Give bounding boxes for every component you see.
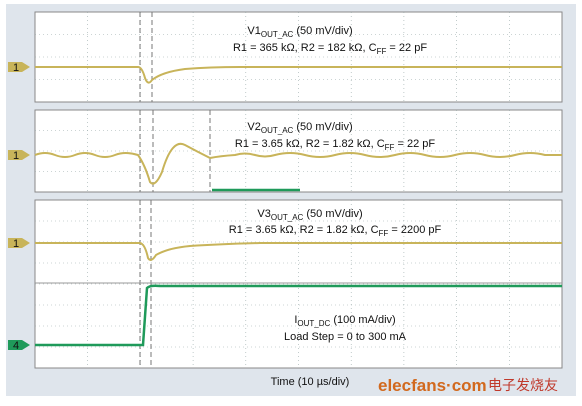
waveform — [35, 242, 562, 261]
params-label: R1 = 3.65 kΩ, R2 = 1.82 kΩ, CFF = 22 pF — [235, 138, 435, 152]
channel-marker — [8, 340, 30, 350]
channel-label: V1OUT_AC (50 mV/div) — [247, 25, 352, 39]
params-sub: FF — [377, 47, 387, 56]
load-label: Load Step = 0 to 300 mA — [284, 331, 407, 343]
watermark-site: elecfans·com — [378, 376, 487, 395]
channel-marker — [8, 150, 30, 160]
params-main: R1 = 365 kΩ, R2 = 182 kΩ, C — [233, 42, 377, 54]
channel-marker — [8, 62, 30, 72]
label-rest: (100 mA/div) — [330, 314, 395, 326]
params-label: R1 = 3.65 kΩ, R2 = 1.82 kΩ, CFF = 2200 p… — [229, 224, 442, 238]
channel-label: V2OUT_AC (50 mV/div) — [247, 121, 352, 135]
time-label: Time (10 µs/div) — [271, 376, 350, 388]
params-sub: FF — [385, 143, 395, 152]
label-main: V3 — [257, 208, 270, 220]
marker-label: 1 — [13, 62, 19, 74]
marker-label: 4 — [13, 340, 19, 352]
params-main: R1 = 3.65 kΩ, R2 = 1.82 kΩ, C — [235, 138, 385, 150]
label-sub: OUT_AC — [261, 126, 294, 135]
current-label: IOUT_DC (100 mA/div) — [294, 314, 395, 328]
panel — [34, 11, 563, 103]
waveform — [35, 284, 562, 347]
label-sub: OUT_AC — [261, 30, 294, 39]
params-main: R1 = 3.65 kΩ, R2 = 1.82 kΩ, C — [229, 224, 379, 236]
label-rest: (50 mV/div) — [303, 208, 362, 220]
watermark-name: 电子发烧友 — [488, 377, 558, 393]
channel-markers: 1 1 1 4 — [8, 62, 30, 352]
params-sub: FF — [379, 229, 389, 238]
label-sub: OUT_AC — [271, 213, 304, 222]
params-rest: = 22 pF — [394, 138, 435, 150]
label-main: I — [294, 314, 297, 326]
channel-label: V3OUT_AC (50 mV/div) — [257, 208, 362, 222]
params-rest: = 22 pF — [386, 42, 427, 54]
label-rest: (50 mV/div) — [293, 25, 352, 37]
label-main: V2 — [247, 121, 260, 133]
marker-label: 1 — [13, 150, 19, 162]
waveform — [35, 66, 562, 84]
label-rest: (50 mV/div) — [293, 121, 352, 133]
channel-marker — [8, 238, 30, 248]
params-rest: = 2200 pF — [388, 224, 441, 236]
params-label: R1 = 365 kΩ, R2 = 182 kΩ, CFF = 22 pF — [233, 42, 427, 56]
marker-label: 1 — [13, 238, 19, 250]
waveform — [34, 142, 562, 185]
label-main: V1 — [247, 25, 260, 37]
label-sub: OUT_DC — [297, 319, 330, 328]
